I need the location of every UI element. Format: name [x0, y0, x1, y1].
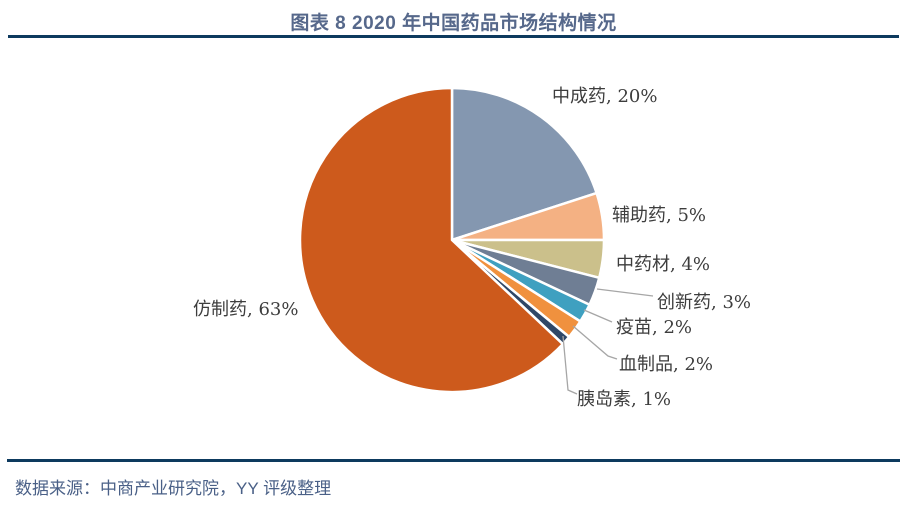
pie-slice-0 — [450, 86, 598, 242]
pie-label-chinese-patent-medicine: 中成药, 20% — [552, 86, 658, 107]
pie-label-auxiliary-drug: 辅助药, 5% — [612, 205, 706, 226]
pie-label-insulin: 胰岛素, 1% — [577, 389, 671, 410]
data-source-text: 数据来源：中商产业研究院，YY 评级整理 — [15, 479, 332, 498]
leader-line-innovative-drug — [596, 288, 654, 297]
pie-label-vaccine: 疫苗, 2% — [616, 317, 692, 338]
footer-divider-line — [7, 459, 900, 462]
leader-lines — [562, 288, 654, 395]
leader-line-insulin — [562, 335, 578, 395]
pie-label-blood-product: 血制品, 2% — [619, 354, 713, 375]
title-divider-line — [8, 35, 899, 38]
pie-label-innovative-drug: 创新药, 3% — [657, 292, 751, 313]
leader-line-vaccine — [583, 309, 613, 323]
pie-slices — [298, 86, 606, 394]
leader-line-blood-product — [572, 325, 618, 360]
pie-slice-7 — [298, 86, 565, 394]
pie-label-generic-drug: 仿制药, 63% — [193, 299, 299, 320]
pie-label-chinese-herbal-material: 中药材, 4% — [616, 254, 710, 275]
chart-title: 图表 8 2020 年中国药品市场结构情况 — [290, 13, 617, 34]
